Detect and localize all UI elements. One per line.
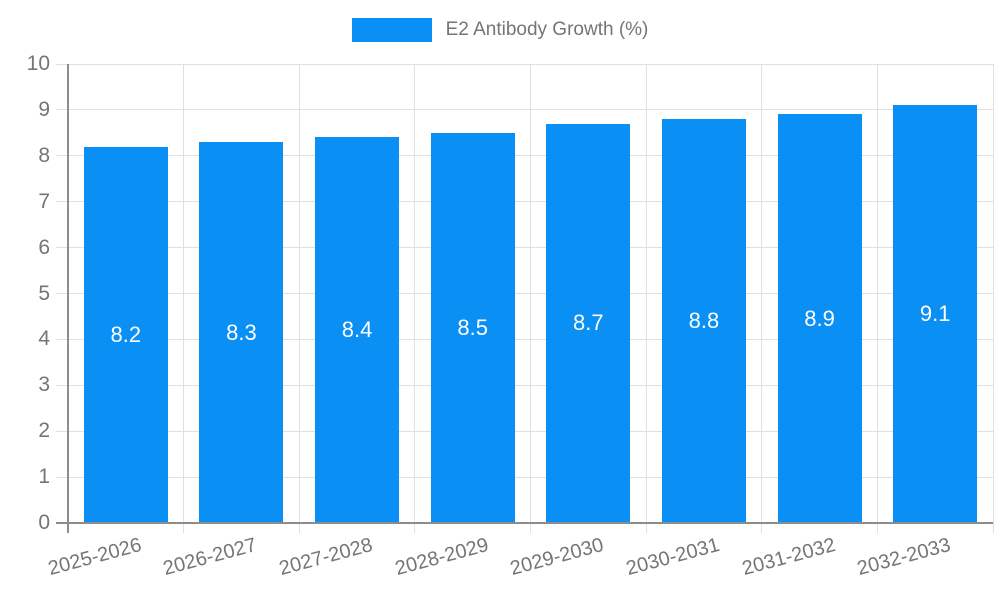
bar-value-label: 8.4 xyxy=(341,317,373,343)
bar[interactable] xyxy=(83,146,168,523)
bar-value-label: 8.8 xyxy=(688,308,720,334)
h-gridline xyxy=(68,384,993,386)
y-tick xyxy=(56,384,68,386)
bar[interactable] xyxy=(199,142,284,523)
bar[interactable] xyxy=(893,105,978,523)
legend-label: E2 Antibody Growth (%) xyxy=(445,19,649,40)
y-tick-label: 1 xyxy=(38,465,50,489)
bar[interactable] xyxy=(430,132,515,523)
y-axis-line xyxy=(67,64,69,533)
legend-swatch xyxy=(351,18,432,42)
v-gridline xyxy=(992,64,994,523)
y-tick xyxy=(56,155,68,157)
x-tick xyxy=(183,523,185,533)
h-gridline xyxy=(68,155,993,157)
bar-value-label: 8.5 xyxy=(457,314,488,340)
h-gridline xyxy=(68,338,993,340)
bar-value-label: 8.7 xyxy=(573,310,604,336)
y-tick xyxy=(56,476,68,478)
bar[interactable] xyxy=(315,137,400,523)
h-gridline xyxy=(68,247,993,249)
bar[interactable] xyxy=(661,119,746,523)
y-tick-label: 4 xyxy=(38,327,50,351)
y-tick-label: 5 xyxy=(38,281,50,305)
h-gridline xyxy=(68,109,993,111)
y-tick-label: 3 xyxy=(38,373,50,397)
bar-value-label: 8.3 xyxy=(226,319,257,345)
y-tick-label: 6 xyxy=(38,235,50,259)
h-gridline xyxy=(68,201,993,203)
y-tick-label: 10 xyxy=(26,52,50,75)
y-tick-label: 0 xyxy=(38,511,50,534)
h-gridline xyxy=(68,430,993,432)
bar[interactable] xyxy=(777,114,862,523)
y-tick xyxy=(56,63,68,65)
y-tick xyxy=(56,293,68,294)
y-tick xyxy=(56,430,68,432)
y-tick-label: 2 xyxy=(38,419,50,443)
y-tick xyxy=(56,338,68,340)
h-gridline xyxy=(68,293,993,294)
y-tick-label: 9 xyxy=(38,97,50,121)
x-tick xyxy=(414,523,416,533)
bar-value-label: 8.2 xyxy=(110,321,142,347)
chart-legend: E2 Antibody Growth (%) xyxy=(0,18,1000,42)
y-tick-label: 7 xyxy=(38,189,50,213)
x-tick xyxy=(298,523,300,533)
x-tick xyxy=(645,523,647,533)
bar-value-label: 8.9 xyxy=(804,305,835,331)
y-tick xyxy=(56,109,68,111)
y-tick xyxy=(56,247,68,249)
x-tick xyxy=(876,523,878,533)
y-tick-label: 8 xyxy=(38,143,50,167)
h-gridline xyxy=(68,476,993,478)
x-axis-line xyxy=(56,522,993,524)
h-gridline xyxy=(68,63,993,65)
y-tick xyxy=(56,201,68,203)
bar[interactable] xyxy=(546,123,631,523)
x-tick xyxy=(530,523,531,533)
x-tick xyxy=(761,523,763,533)
bar-value-label: 9.1 xyxy=(919,301,951,327)
x-tick xyxy=(992,523,994,533)
